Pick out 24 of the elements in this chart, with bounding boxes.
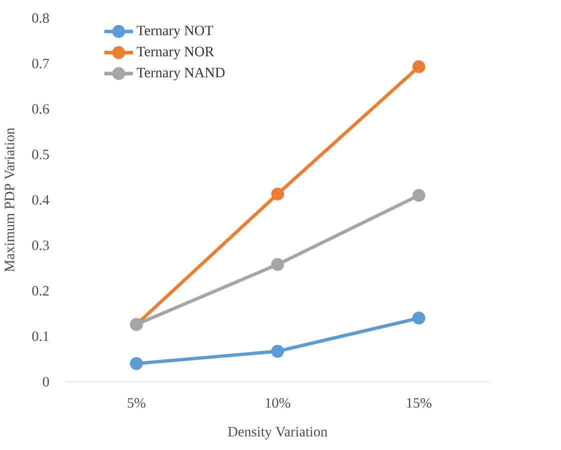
legend-label: Ternary NAND: [136, 68, 225, 80]
x-axis-title: Density Variation: [228, 426, 328, 440]
point: [412, 60, 426, 74]
point: [271, 344, 284, 358]
x-tick-label: 5%: [128, 398, 146, 408]
y-tick-label: 0.3: [32, 240, 49, 250]
y-tick-label: 0.7: [32, 58, 50, 68]
point: [271, 258, 284, 271]
y-tick-label: 0.1: [32, 331, 49, 341]
legend-label: Ternary NOT: [136, 26, 214, 38]
y-tick-label: 0.5: [32, 149, 49, 160]
x-tick-label: 10%: [266, 398, 290, 408]
point: [130, 356, 143, 370]
y-tick-label: 0.4: [32, 194, 50, 205]
point: [271, 187, 284, 200]
point: [412, 312, 426, 324]
y-axis-title: Maximum PDP Variation: [4, 128, 14, 272]
y-tick-label: 0.2: [32, 286, 49, 296]
point: [412, 188, 426, 202]
legend-label: Ternary NOR: [136, 46, 214, 60]
x-tick-label: 15%: [407, 398, 432, 408]
y-tick-label: 0: [42, 376, 49, 386]
y-tick-label: 0.8: [32, 13, 49, 23]
y-tick-label: 0.6: [32, 104, 50, 114]
